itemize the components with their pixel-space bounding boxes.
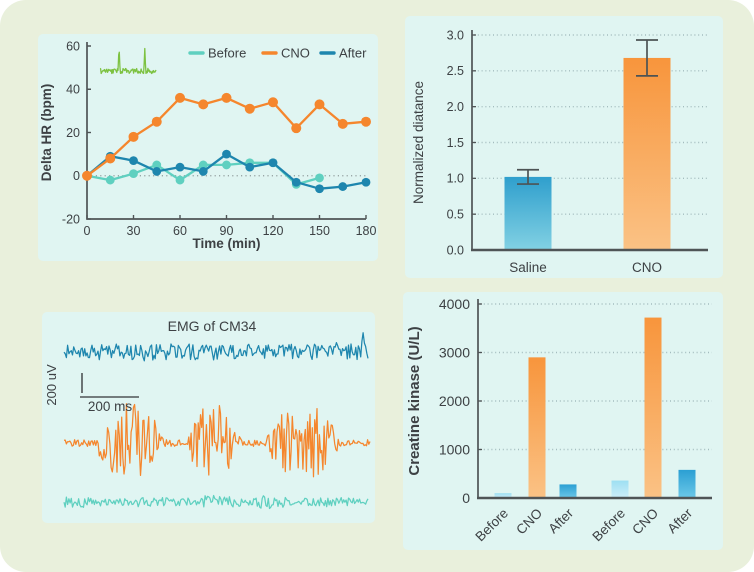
marker-after	[315, 184, 324, 194]
emg-trace-top	[63, 332, 369, 362]
marker-cno	[128, 131, 139, 142]
marker-cno	[244, 103, 255, 114]
y-tick-label: 0	[462, 490, 470, 506]
y-tick-label: 2000	[439, 393, 470, 409]
category-label: Before	[472, 506, 511, 545]
marker-cno	[82, 170, 92, 181]
marker-after	[175, 162, 185, 172]
y-axis-label: Creatine kinase (U/L)	[406, 326, 423, 475]
panel-delta-hr-chart: -20 0 20 40 60 0 30 60 90 120 150 180 Delta HR (bpm)…	[38, 34, 378, 261]
category-label: Saline	[509, 260, 547, 275]
y-tick-label: 20	[66, 126, 80, 140]
x-tick-label: 120	[263, 224, 284, 238]
y-tick-label: 2.5	[447, 64, 464, 78]
marker-before	[129, 169, 138, 178]
marker-cno	[198, 99, 209, 110]
marker-cno	[175, 92, 185, 103]
marker-after	[338, 182, 348, 191]
marker-after	[361, 177, 371, 187]
y-axis-label: Normalized diatance	[411, 81, 426, 204]
marker-cno	[151, 116, 162, 127]
category-label: CNO	[632, 260, 662, 275]
y-tick-label: 0	[73, 169, 80, 183]
marker-cno	[291, 123, 302, 134]
x-tick-label: 150	[309, 224, 330, 238]
y-tick-label: 40	[66, 83, 80, 97]
panel-creatine-kinase-chart: 0 1000 2000 3000 4000 Before CNO After Before CNO…	[403, 292, 723, 550]
y-tick-label: 1.5	[447, 136, 464, 150]
bar-before-0	[494, 493, 512, 498]
marker-cno	[314, 99, 325, 110]
marker-before	[175, 175, 185, 185]
x-tick-label: 0	[84, 224, 91, 238]
inset-spike-trace	[99, 47, 157, 75]
delta-hr-line-chart: -20 0 20 40 60 0 30 60 90 120 150 180 Delta HR (bpm)…	[39, 39, 377, 251]
marker-before	[315, 173, 324, 183]
marker-before	[152, 160, 162, 170]
y-tick-label: 1000	[439, 441, 470, 457]
category-label: CNO	[513, 506, 545, 538]
y-tick-label: 4000	[439, 296, 470, 312]
x-tick-label: 60	[173, 224, 187, 238]
bar-after-5	[678, 469, 696, 498]
legend-label-after: After	[339, 46, 367, 61]
category-label: After	[664, 505, 695, 536]
x-axis-label: Time (min)	[192, 236, 260, 251]
marker-after	[222, 149, 231, 159]
legend-label-before: Before	[208, 46, 246, 61]
x-tick-label: 180	[356, 224, 377, 238]
marker-cno	[221, 92, 232, 103]
marker-after	[129, 156, 138, 166]
bar-cno-4	[644, 317, 662, 498]
y-axis-label: Delta HR (bpm)	[39, 84, 54, 182]
category-label: After	[545, 505, 576, 536]
y-tick-label: 2.0	[447, 100, 464, 114]
marker-after	[198, 167, 208, 176]
marker-before	[198, 160, 208, 170]
marker-after	[245, 162, 255, 172]
marker-cno	[337, 118, 348, 129]
marker-cno	[105, 153, 116, 164]
x-tick-label: 30	[127, 224, 141, 238]
y-tick-label: 1.0	[447, 172, 464, 186]
bar-after-2	[559, 484, 577, 498]
y-tick-label: 0.5	[447, 208, 464, 222]
emg-traces-plot: EMG of CM34 200 uV 200 ms	[44, 318, 371, 510]
marker-after	[268, 158, 278, 168]
time-scalebar-label: 200 ms	[88, 399, 133, 414]
marker-cno	[361, 116, 371, 127]
category-label: Before	[589, 506, 628, 545]
emg-trace-bottom	[63, 494, 369, 510]
marker-before	[105, 175, 115, 185]
axes	[86, 42, 366, 220]
marker-before	[222, 160, 231, 170]
x-tick-label: 90	[220, 224, 234, 238]
panel-normalized-distance-chart: 0.0 0.5 1.0 1.5 2.0 2.5 3.0 Saline CNO Normalized…	[405, 16, 723, 278]
bar-before-3	[611, 480, 629, 498]
emg-trace-middle	[63, 403, 371, 478]
normalized-distance-bar-chart: 0.0 0.5 1.0 1.5 2.0 2.5 3.0 Saline CNO Normalized…	[411, 28, 708, 275]
marker-after	[291, 177, 301, 187]
y-tick-label: 3000	[439, 344, 470, 360]
bar-cno-1	[623, 57, 671, 250]
category-label: CNO	[629, 506, 661, 538]
emg-title: EMG of CM34	[168, 318, 257, 334]
y-tick-label: 60	[66, 39, 80, 53]
legend-label-cno: CNO	[281, 46, 310, 61]
marker-after	[152, 167, 162, 176]
voltage-scalebar-label: 200 uV	[44, 364, 59, 406]
series-line-after	[86, 152, 367, 190]
marker-cno	[268, 97, 278, 108]
y-tick-label: 0.0	[447, 243, 464, 257]
panel-emg-traces: EMG of CM34 200 uV 200 ms	[42, 312, 375, 523]
y-tick-label: -20	[62, 212, 80, 226]
y-tick-label: 3.0	[447, 28, 464, 42]
bar-cno-1	[528, 357, 546, 498]
bar-saline-0	[504, 176, 552, 250]
